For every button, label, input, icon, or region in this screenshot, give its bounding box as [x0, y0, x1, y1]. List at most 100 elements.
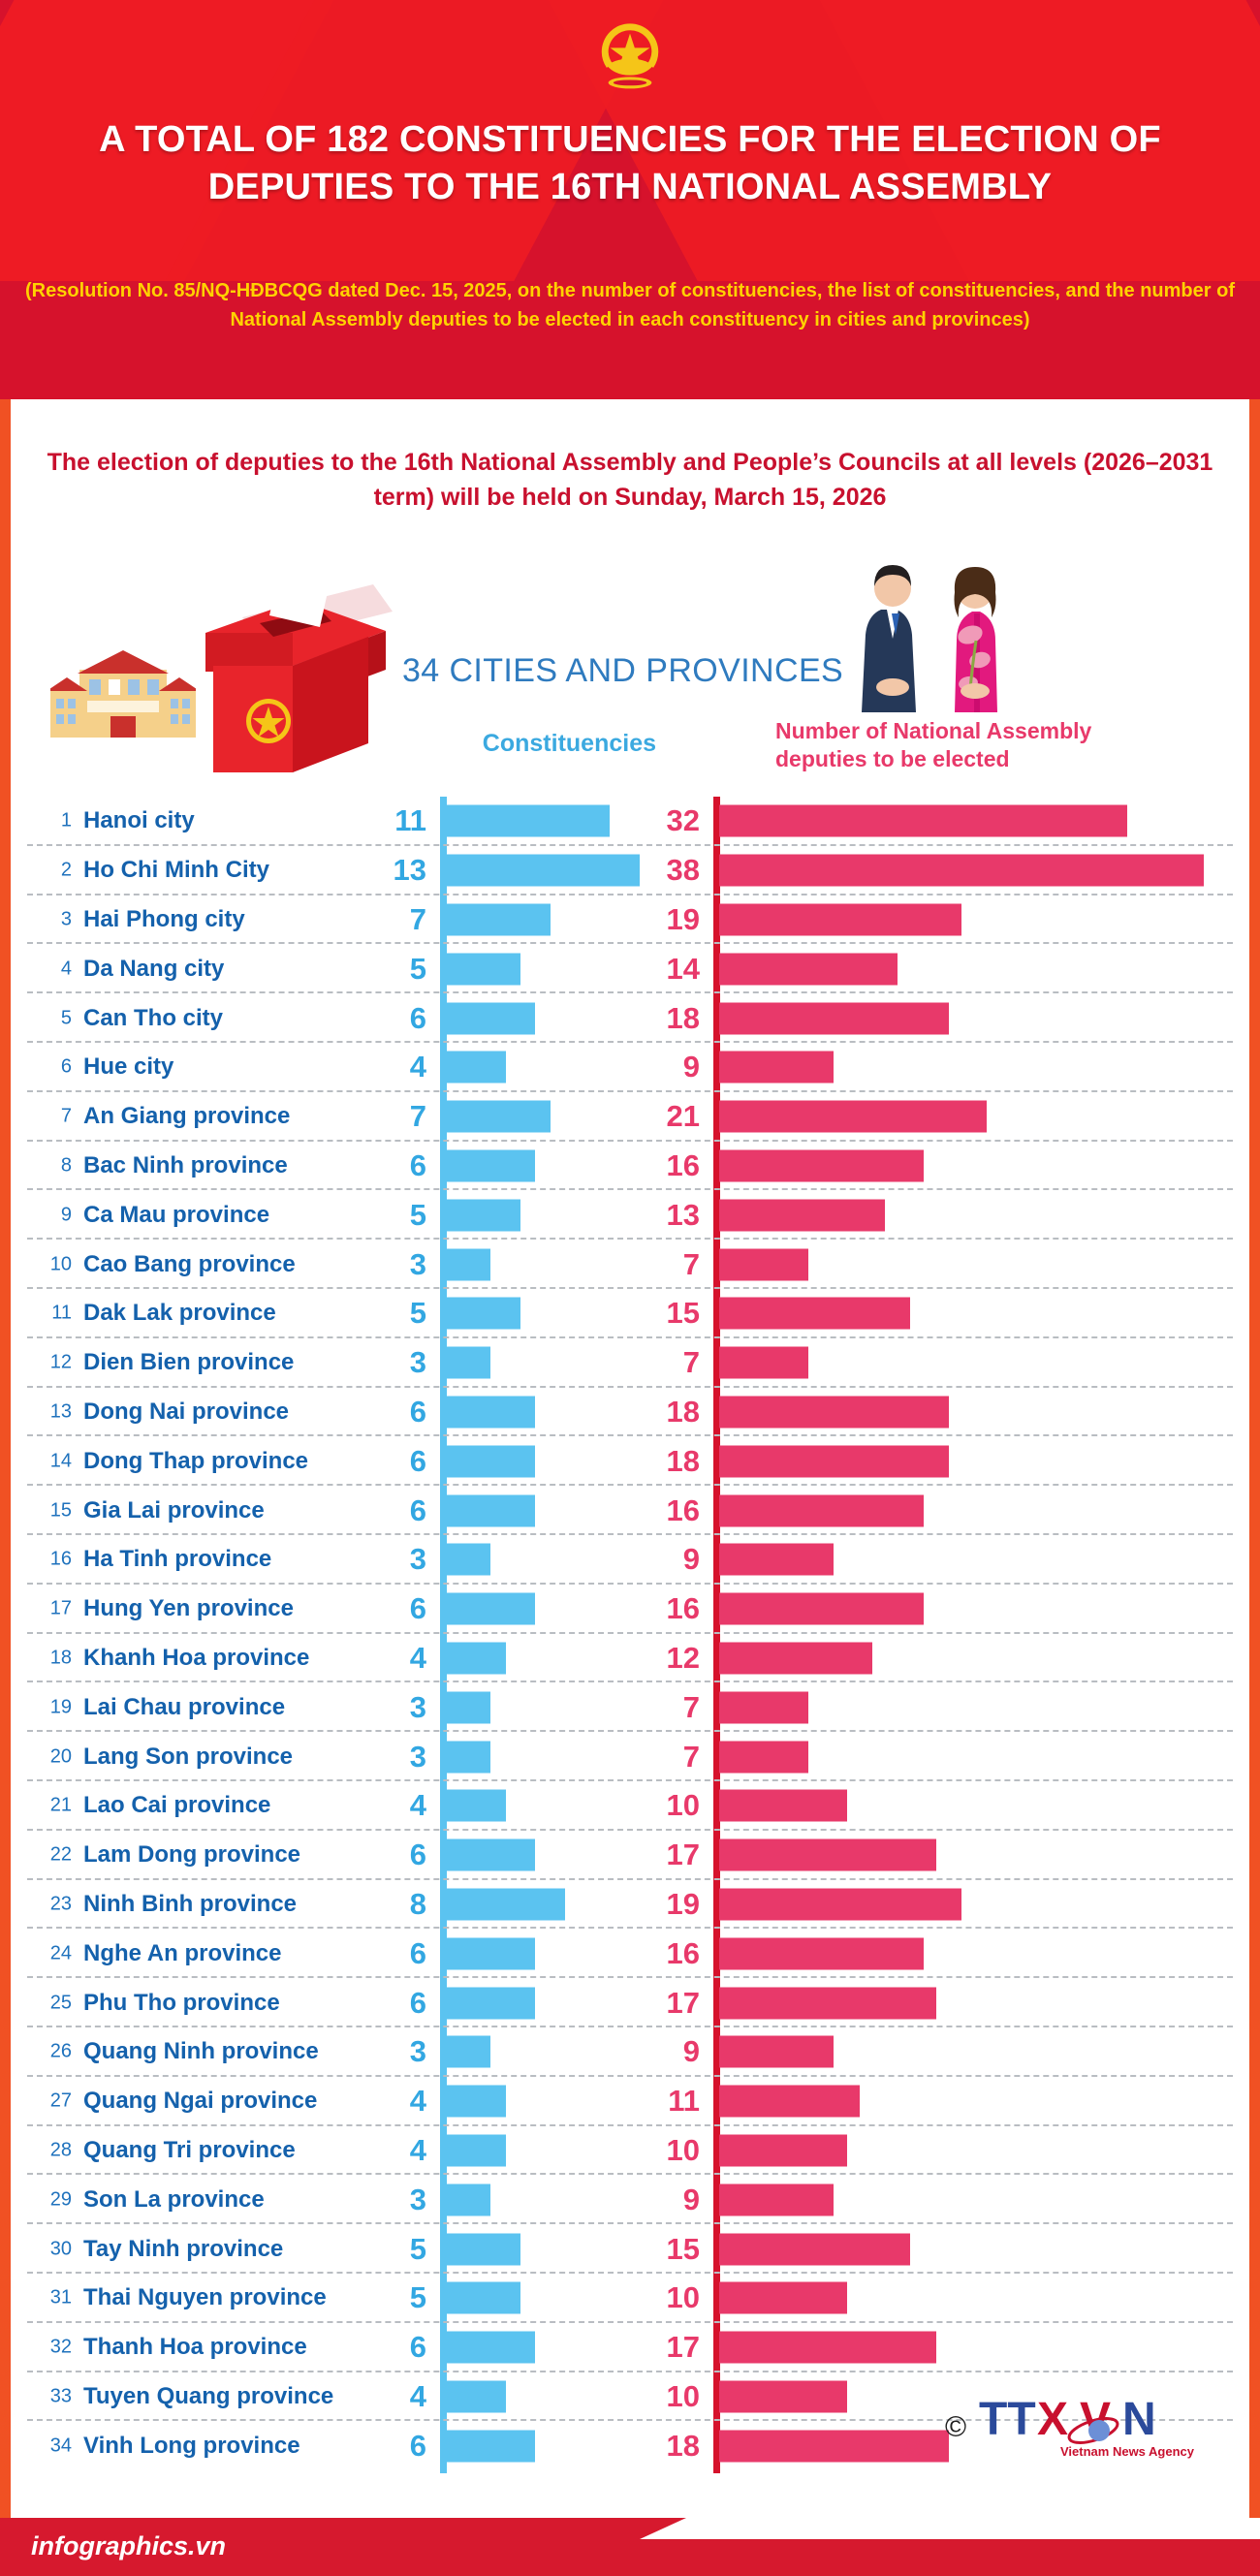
- deputies-value: 10: [666, 2132, 700, 2167]
- row-rank: 21: [49, 1794, 72, 1816]
- constituencies-value: 6: [409, 1443, 426, 1478]
- constituencies-value: 5: [409, 2231, 426, 2266]
- row-rank: 13: [49, 1400, 72, 1423]
- constituencies-bar: [446, 854, 640, 887]
- province-name: Khanh Hoa province: [83, 1644, 310, 1671]
- deputies-bar: [719, 2430, 949, 2463]
- province-name: Ca Mau province: [83, 1201, 270, 1228]
- constituencies-bar: [446, 1838, 536, 1871]
- constituencies-value: 4: [409, 2132, 426, 2167]
- constituencies-value: 7: [409, 1099, 426, 1134]
- resolution-subtitle: (Resolution No. 85/NQ-HĐBCQG dated Dec. …: [25, 280, 1235, 330]
- deputies-bar: [719, 854, 1204, 887]
- row-rank: 2: [60, 859, 72, 881]
- ballot-box-icon: [205, 581, 393, 772]
- deputies-value: 32: [666, 803, 700, 838]
- constituencies-value: 4: [409, 2378, 426, 2413]
- deputies-value: 7: [682, 1246, 700, 1281]
- constituencies-bar: [446, 1199, 520, 1232]
- deputies-value: 18: [666, 1443, 700, 1478]
- deputies-bar: [719, 1937, 924, 1970]
- deputies-value: 17: [666, 1838, 700, 1872]
- row-rank: 11: [51, 1302, 72, 1324]
- row-separator: [27, 2173, 1233, 2176]
- deputies-bar: [719, 1592, 924, 1625]
- row-rank: 27: [49, 2089, 72, 2112]
- constituencies-bar: [446, 1002, 536, 1035]
- constituencies-value: 5: [409, 2280, 426, 2315]
- constituencies-bar: [446, 1100, 551, 1133]
- constituencies-bar: [446, 1789, 506, 1822]
- row-rank: 12: [49, 1351, 72, 1373]
- constituencies-bar: [446, 2380, 506, 2413]
- constituencies-bar: [446, 1494, 536, 1527]
- row-separator: [27, 2419, 1233, 2422]
- province-name: Lao Cai province: [83, 1792, 271, 1819]
- row-rank: 6: [60, 1055, 72, 1078]
- row-rank: 15: [49, 1499, 72, 1522]
- constituencies-value: 7: [409, 901, 426, 936]
- row-separator: [27, 1385, 1233, 1388]
- province-name: Quang Tri province: [83, 2136, 296, 2163]
- constituencies-bar: [446, 1297, 520, 1330]
- page-title: A TOTAL OF 182 CONSTITUENCIES FOR THE EL…: [99, 119, 1161, 207]
- deputies-value: 16: [666, 1935, 700, 1970]
- constituencies-bar: [446, 1888, 566, 1921]
- province-name: Vinh Long province: [83, 2432, 300, 2459]
- province-name: Phu Tho province: [83, 1989, 280, 2016]
- row-rank: 23: [49, 1893, 72, 1915]
- province-name: Can Tho city: [83, 1004, 224, 1031]
- voter-couple-icon: [862, 565, 997, 712]
- row-separator: [27, 942, 1233, 945]
- constituencies-bar: [446, 2035, 491, 2068]
- deputies-value: 9: [682, 1050, 700, 1084]
- table-row: 7 An Giang province 7 21: [0, 1092, 1260, 1142]
- table-row: 23 Ninh Binh province 8 19: [0, 1880, 1260, 1930]
- deputies-bar: [719, 1445, 949, 1478]
- province-name: Thanh Hoa province: [83, 2334, 307, 2361]
- row-rank: 22: [49, 1843, 72, 1866]
- row-rank: 4: [60, 958, 72, 980]
- table-row: 6 Hue city 4 9: [0, 1043, 1260, 1092]
- row-separator: [27, 1828, 1233, 1831]
- deputies-bar: [719, 1642, 872, 1675]
- row-rank: 32: [49, 2336, 72, 2358]
- table-row: 17 Hung Yen province 6 16: [0, 1585, 1260, 1634]
- row-rank: 16: [49, 1548, 72, 1570]
- row-rank: 10: [49, 1253, 72, 1275]
- table-row: 28 Quang Tri province 4 10: [0, 2126, 1260, 2176]
- table-row: 31 Thai Nguyen province 5 10: [0, 2274, 1260, 2323]
- deputies-bar: [719, 1543, 835, 1576]
- row-rank: 17: [49, 1597, 72, 1619]
- constituencies-value: 6: [409, 1492, 426, 1527]
- deputies-bar: [719, 2281, 847, 2314]
- constituencies-bar: [446, 1592, 536, 1625]
- row-separator: [27, 1286, 1233, 1289]
- province-name: Ninh Binh province: [83, 1890, 298, 1917]
- province-name: Son La province: [83, 2185, 265, 2213]
- deputies-value: 16: [666, 1147, 700, 1182]
- deputies-bar: [719, 1494, 924, 1527]
- deputies-value: 17: [666, 1985, 700, 2020]
- deputies-value: 18: [666, 1000, 700, 1035]
- deputies-bar: [719, 1888, 961, 1921]
- constituencies-value: 3: [409, 1739, 426, 1774]
- constituencies-bar: [446, 1987, 536, 2020]
- table-row: 30 Tay Ninh province 5 15: [0, 2224, 1260, 2274]
- deputies-value: 21: [666, 1099, 700, 1134]
- row-rank: 20: [49, 1745, 72, 1768]
- constituencies-axis-line: [440, 797, 447, 2473]
- constituencies-bar: [446, 1445, 536, 1478]
- government-building-icon: [50, 650, 196, 738]
- table-row: 1 Hanoi city 11 32: [0, 797, 1260, 846]
- constituencies-value: 6: [409, 1394, 426, 1429]
- table-row: 9 Ca Mau province 5 13: [0, 1190, 1260, 1241]
- constituencies-bar: [446, 1248, 491, 1281]
- constituencies-value: 13: [393, 853, 426, 888]
- deputies-value: 13: [666, 1197, 700, 1232]
- deputies-bar: [719, 1346, 809, 1379]
- row-rank: 5: [60, 1007, 72, 1029]
- row-rank: 18: [49, 1647, 72, 1669]
- table-row: 32 Thanh Hoa province 6 17: [0, 2323, 1260, 2372]
- constituencies-value: 4: [409, 2084, 426, 2119]
